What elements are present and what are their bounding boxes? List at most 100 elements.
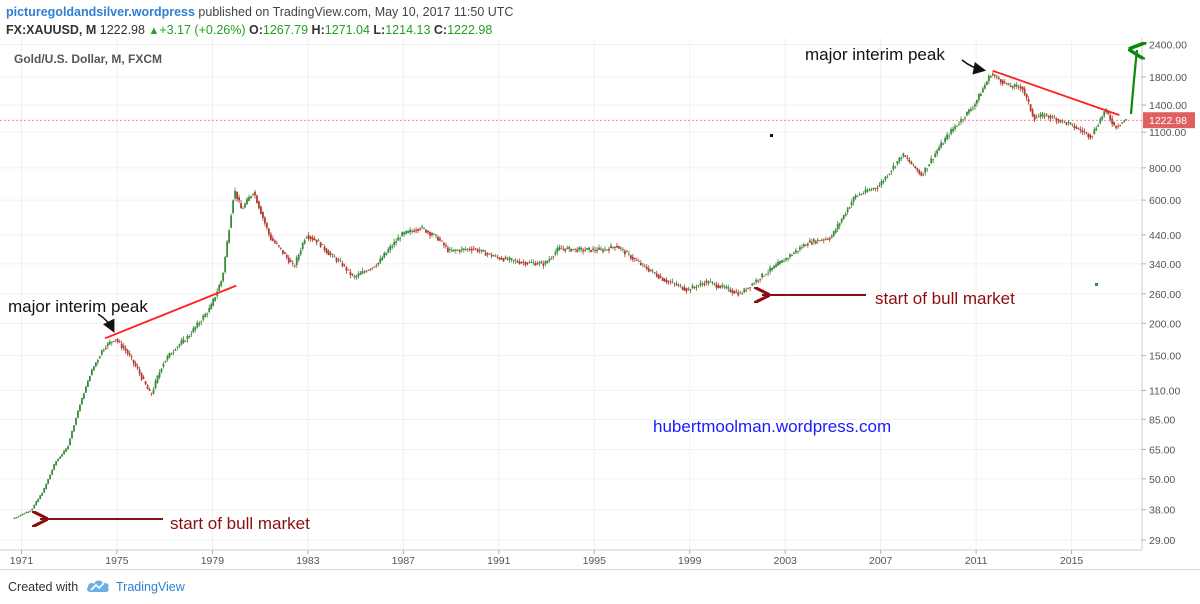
candle-body bbox=[954, 126, 956, 129]
publisher-link[interactable]: picturegoldandsilver.wordpress bbox=[6, 5, 195, 19]
candle-body bbox=[65, 448, 67, 452]
candle-body bbox=[667, 280, 670, 282]
candles bbox=[13, 71, 1127, 520]
price-chart[interactable]: 2400.00 1800.00 1400.00 1100.00 800.00 600.00… bbox=[0, 38, 1200, 568]
candle-body bbox=[476, 249, 479, 252]
candle-body bbox=[1077, 128, 1080, 129]
candle-body bbox=[47, 479, 50, 485]
candle-body bbox=[397, 237, 400, 241]
annotation-bull-2001: start of bull market bbox=[875, 289, 1015, 308]
candle-body bbox=[679, 285, 682, 287]
candle-body bbox=[980, 94, 982, 97]
chart-area[interactable]: 2400.00 1800.00 1400.00 1100.00 800.00 600.00… bbox=[0, 38, 1200, 568]
candle-body bbox=[558, 246, 561, 251]
candle-body bbox=[504, 256, 507, 259]
candle-body bbox=[669, 281, 672, 283]
candle-body bbox=[456, 249, 459, 251]
candle-body bbox=[552, 256, 555, 258]
candle-body bbox=[657, 274, 660, 279]
candle-body bbox=[132, 359, 135, 364]
candle-body bbox=[978, 93, 980, 100]
candle-body bbox=[570, 249, 573, 252]
candle-body bbox=[924, 167, 927, 173]
candle-body bbox=[554, 252, 557, 255]
candle-body bbox=[596, 249, 598, 252]
candle-body bbox=[864, 189, 867, 193]
candle-body bbox=[184, 341, 187, 342]
candle-body bbox=[389, 246, 392, 250]
candle-body bbox=[1039, 114, 1042, 117]
candle-body bbox=[761, 273, 764, 278]
candle-body bbox=[854, 195, 857, 199]
candle-body bbox=[85, 386, 87, 393]
candle-body bbox=[208, 307, 211, 312]
candle-body bbox=[816, 239, 819, 241]
candle-body bbox=[844, 213, 847, 216]
candle-body bbox=[566, 247, 569, 249]
candle-body bbox=[359, 272, 362, 275]
candle-body bbox=[1099, 118, 1102, 124]
candle-body bbox=[273, 240, 276, 244]
candle-body bbox=[663, 278, 666, 282]
candle-body bbox=[890, 170, 893, 172]
candle-body bbox=[892, 165, 895, 170]
y-tick-label: 110.00 bbox=[1149, 385, 1180, 397]
candle-body bbox=[836, 224, 839, 230]
candle-body bbox=[1115, 125, 1118, 129]
footer: Created with TradingView bbox=[0, 569, 1200, 604]
candle-body bbox=[562, 248, 565, 250]
candle-body bbox=[715, 284, 718, 288]
candle-body bbox=[431, 233, 433, 236]
candle-body bbox=[641, 263, 644, 265]
candle-body bbox=[1033, 114, 1036, 120]
candle-body bbox=[158, 372, 161, 378]
candle-body bbox=[474, 248, 477, 250]
candle-body bbox=[846, 208, 849, 213]
candle-body bbox=[176, 346, 179, 348]
candle-body bbox=[341, 262, 344, 267]
candle-body bbox=[787, 258, 789, 259]
candle-body bbox=[860, 194, 863, 195]
candle-body bbox=[693, 286, 696, 288]
candle-body bbox=[29, 510, 32, 512]
candle-body bbox=[1103, 111, 1106, 116]
y-tick-label: 1400.00 bbox=[1149, 100, 1187, 112]
tradingview-cloud-icon[interactable] bbox=[85, 576, 111, 596]
candle-body bbox=[96, 359, 99, 363]
candle-body bbox=[267, 228, 270, 235]
x-tick-label: 2007 bbox=[869, 555, 893, 567]
candle-body bbox=[190, 334, 193, 335]
candle-body bbox=[108, 341, 111, 345]
candle-body bbox=[373, 266, 376, 268]
candle-body bbox=[556, 247, 559, 253]
candle-body bbox=[948, 135, 950, 137]
candle-body bbox=[530, 262, 533, 263]
candle-body bbox=[200, 321, 203, 323]
candle-body bbox=[914, 166, 917, 169]
candle-body bbox=[876, 187, 879, 189]
candle-body bbox=[872, 188, 875, 190]
candle-body bbox=[301, 243, 304, 249]
symbol-label[interactable]: FX:XAUUSD, M bbox=[6, 23, 97, 37]
candle-body bbox=[709, 281, 712, 283]
candle-body bbox=[620, 247, 622, 249]
candle-body bbox=[140, 373, 143, 380]
candle-body bbox=[592, 248, 594, 250]
candle-body bbox=[737, 292, 740, 296]
x-tick-label: 1983 bbox=[296, 555, 320, 567]
candle-body bbox=[576, 249, 579, 252]
candle-body bbox=[435, 234, 437, 236]
candle-body bbox=[21, 513, 24, 516]
tradingview-brand-link[interactable]: TradingView bbox=[116, 580, 185, 594]
candle-body bbox=[705, 280, 708, 283]
candle-body bbox=[542, 263, 545, 266]
candle-body bbox=[271, 238, 274, 241]
candle-body bbox=[63, 450, 65, 455]
candle-body bbox=[90, 369, 93, 376]
candle-body bbox=[866, 190, 869, 192]
candle-body bbox=[307, 235, 310, 239]
candle-body bbox=[834, 229, 837, 233]
candle-body bbox=[942, 143, 945, 145]
candle-body bbox=[355, 275, 358, 278]
candle-body bbox=[1019, 86, 1022, 89]
